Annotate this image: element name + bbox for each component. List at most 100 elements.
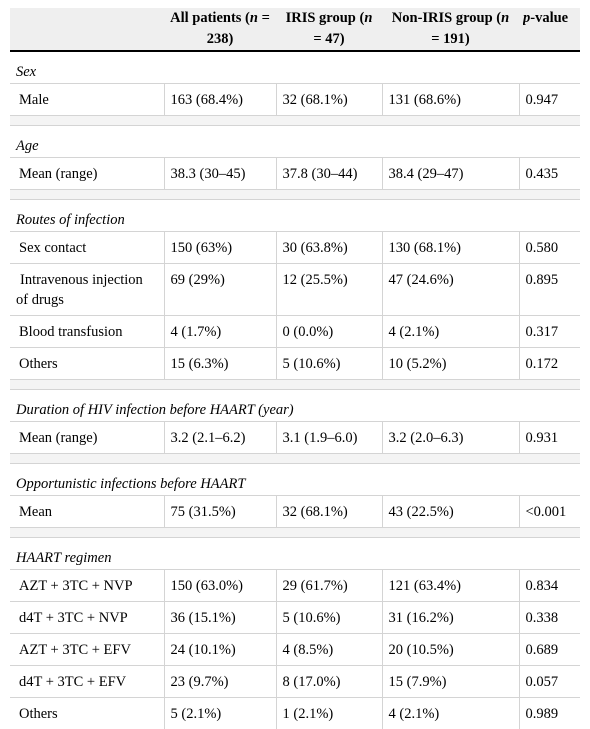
cell-non-iris-group: 131 (68.6%) xyxy=(382,84,519,116)
cell-p-value: 0.931 xyxy=(519,422,580,454)
section-heading-row: Duration of HIV infection before HAART (… xyxy=(10,390,580,422)
section-heading: Opportunistic infections before HAART xyxy=(10,464,580,496)
header-all-patients: All patients (n = 238) xyxy=(164,8,276,51)
table-row: Mean (range)3.2 (2.1–6.2)3.1 (1.9–6.0)3.… xyxy=(10,422,580,454)
cell-iris-group: 29 (61.7%) xyxy=(276,570,382,602)
cell-iris-group: 5 (10.6%) xyxy=(276,602,382,634)
spacer-cell xyxy=(10,454,580,464)
header-p-value: p-value xyxy=(519,8,580,51)
section-heading: Routes of infection xyxy=(10,200,580,232)
section-spacer xyxy=(10,528,580,538)
row-label: Male xyxy=(10,84,164,116)
row-label: Mean (range) xyxy=(10,158,164,190)
section-heading: Sex xyxy=(10,51,580,84)
cell-iris-group: 8 (17.0%) xyxy=(276,666,382,698)
header-iris-group: IRIS group (n = 47) xyxy=(276,8,382,51)
cell-all-patients: 150 (63%) xyxy=(164,232,276,264)
header-blank xyxy=(10,8,164,51)
cell-all-patients: 4 (1.7%) xyxy=(164,316,276,348)
row-label: Sex contact xyxy=(10,232,164,264)
header-non-iris-group: Non-IRIS group (n = 191) xyxy=(382,8,519,51)
cell-iris-group: 5 (10.6%) xyxy=(276,348,382,380)
row-label: Mean (range) xyxy=(10,422,164,454)
row-label: Mean xyxy=(10,496,164,528)
cell-non-iris-group: 43 (22.5%) xyxy=(382,496,519,528)
cell-non-iris-group: 4 (2.1%) xyxy=(382,698,519,729)
section-heading-row: Age xyxy=(10,126,580,158)
spacer-cell xyxy=(10,528,580,538)
cell-iris-group: 1 (2.1%) xyxy=(276,698,382,729)
cell-iris-group: 12 (25.5%) xyxy=(276,264,382,316)
cell-all-patients: 38.3 (30–45) xyxy=(164,158,276,190)
cell-all-patients: 75 (31.5%) xyxy=(164,496,276,528)
cell-iris-group: 0 (0.0%) xyxy=(276,316,382,348)
cell-all-patients: 24 (10.1%) xyxy=(164,634,276,666)
cell-non-iris-group: 31 (16.2%) xyxy=(382,602,519,634)
cell-p-value: 0.172 xyxy=(519,348,580,380)
cell-all-patients: 69 (29%) xyxy=(164,264,276,316)
section-heading-row: Sex xyxy=(10,51,580,84)
cell-all-patients: 15 (6.3%) xyxy=(164,348,276,380)
cell-all-patients: 3.2 (2.1–6.2) xyxy=(164,422,276,454)
cell-p-value: <0.001 xyxy=(519,496,580,528)
cell-p-value: 0.834 xyxy=(519,570,580,602)
spacer-cell xyxy=(10,190,580,200)
cell-p-value: 0.580 xyxy=(519,232,580,264)
table-header: All patients (n = 238) IRIS group (n = 4… xyxy=(10,8,580,51)
cell-p-value: 0.057 xyxy=(519,666,580,698)
row-label: d4T + 3TC + EFV xyxy=(10,666,164,698)
section-spacer xyxy=(10,380,580,390)
row-label: Intravenous injection of drugs xyxy=(10,264,164,316)
cell-p-value: 0.989 xyxy=(519,698,580,729)
table-row: Mean (range)38.3 (30–45)37.8 (30–44)38.4… xyxy=(10,158,580,190)
section-heading-row: Routes of infection xyxy=(10,200,580,232)
cell-non-iris-group: 15 (7.9%) xyxy=(382,666,519,698)
section-heading: Age xyxy=(10,126,580,158)
cell-non-iris-group: 47 (24.6%) xyxy=(382,264,519,316)
cell-non-iris-group: 4 (2.1%) xyxy=(382,316,519,348)
cell-all-patients: 36 (15.1%) xyxy=(164,602,276,634)
spacer-cell xyxy=(10,380,580,390)
cell-iris-group: 32 (68.1%) xyxy=(276,496,382,528)
row-label: d4T + 3TC + NVP xyxy=(10,602,164,634)
cell-iris-group: 30 (63.8%) xyxy=(276,232,382,264)
section-heading: HAART regimen xyxy=(10,538,580,570)
cell-all-patients: 150 (63.0%) xyxy=(164,570,276,602)
cell-iris-group: 4 (8.5%) xyxy=(276,634,382,666)
section-spacer xyxy=(10,190,580,200)
patient-characteristics-table: All patients (n = 238) IRIS group (n = 4… xyxy=(10,8,580,729)
cell-non-iris-group: 20 (10.5%) xyxy=(382,634,519,666)
section-spacer xyxy=(10,116,580,126)
cell-p-value: 0.338 xyxy=(519,602,580,634)
cell-p-value: 0.435 xyxy=(519,158,580,190)
cell-iris-group: 32 (68.1%) xyxy=(276,84,382,116)
cell-iris-group: 3.1 (1.9–6.0) xyxy=(276,422,382,454)
cell-iris-group: 37.8 (30–44) xyxy=(276,158,382,190)
cell-all-patients: 5 (2.1%) xyxy=(164,698,276,729)
cell-non-iris-group: 130 (68.1%) xyxy=(382,232,519,264)
cell-non-iris-group: 38.4 (29–47) xyxy=(382,158,519,190)
cell-p-value: 0.317 xyxy=(519,316,580,348)
row-label: AZT + 3TC + NVP xyxy=(10,570,164,602)
cell-non-iris-group: 121 (63.4%) xyxy=(382,570,519,602)
row-label: Others xyxy=(10,348,164,380)
section-spacer xyxy=(10,454,580,464)
section-heading-row: HAART regimen xyxy=(10,538,580,570)
row-label: Blood transfusion xyxy=(10,316,164,348)
row-label: Others xyxy=(10,698,164,729)
section-heading: Duration of HIV infection before HAART (… xyxy=(10,390,580,422)
row-label: AZT + 3TC + EFV xyxy=(10,634,164,666)
section-heading-row: Opportunistic infections before HAART xyxy=(10,464,580,496)
cell-all-patients: 163 (68.4%) xyxy=(164,84,276,116)
